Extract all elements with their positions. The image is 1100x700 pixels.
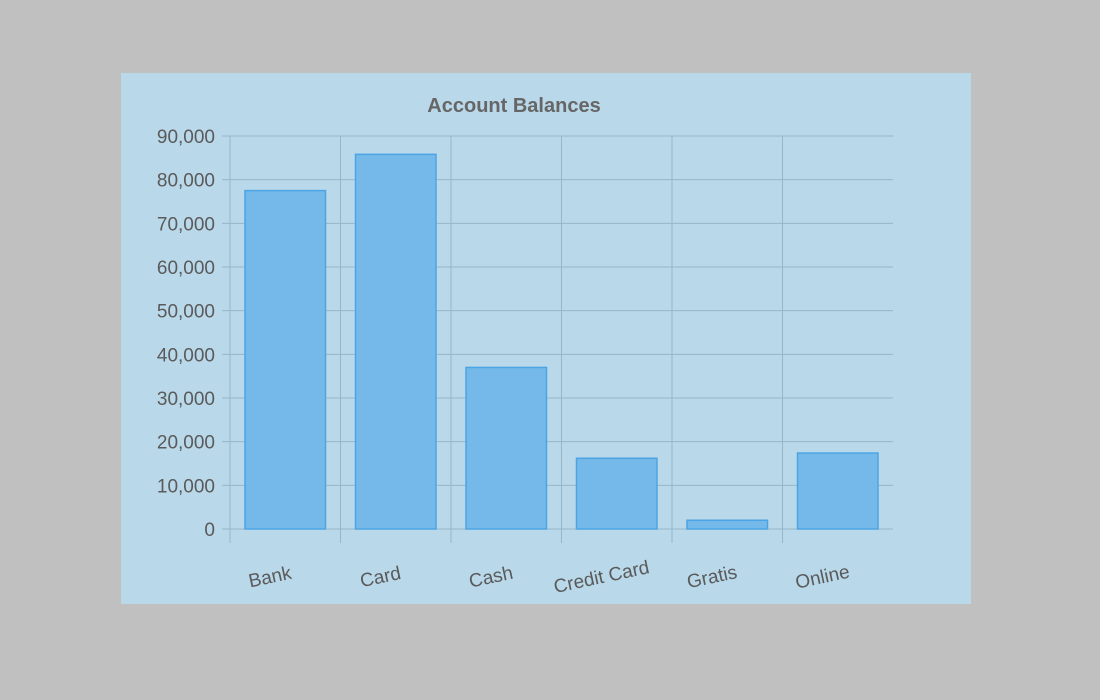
- y-tick-label: 10,000: [157, 476, 215, 497]
- chart-panel: Account Balances 0 10,000 20,000 30,000 40,0…: [121, 73, 971, 604]
- bar-card: [354, 153, 437, 530]
- bar-cash: [465, 366, 548, 530]
- y-tick-label: 50,000: [157, 302, 215, 323]
- x-tick-label: Cash: [467, 563, 515, 593]
- y-tick-label: 90,000: [157, 127, 215, 148]
- y-tick-label: 20,000: [157, 433, 215, 454]
- x-tick-label: Bank: [247, 563, 294, 593]
- chart-title: Account Balances: [427, 95, 600, 117]
- x-tick-label: Credit Card: [552, 557, 651, 598]
- x-axis-labels: Bank Card Cash Credit Card Gratis Online: [247, 557, 852, 598]
- y-tick-label: 30,000: [157, 389, 215, 410]
- y-tick-label: 0: [204, 520, 215, 541]
- x-tick-label: Online: [794, 562, 852, 594]
- bar-chart: Account Balances 0 10,000 20,000 30,000 40,0…: [157, 95, 893, 598]
- bar-credit-card: [575, 457, 658, 530]
- y-axis-labels: 0 10,000 20,000 30,000 40,000 50,000 60,000 70,…: [157, 127, 215, 541]
- y-tick-label: 60,000: [157, 258, 215, 279]
- bar-online: [796, 452, 879, 530]
- y-tick-label: 40,000: [157, 345, 215, 366]
- y-tick-label: 70,000: [157, 214, 215, 235]
- bar-bank: [244, 189, 327, 530]
- grid-layer: [222, 135, 893, 543]
- bar-gratis: [686, 519, 769, 530]
- y-tick-label: 80,000: [157, 171, 215, 192]
- x-tick-label: Gratis: [685, 562, 739, 593]
- bars-layer: [244, 153, 879, 530]
- x-tick-label: Card: [358, 563, 403, 592]
